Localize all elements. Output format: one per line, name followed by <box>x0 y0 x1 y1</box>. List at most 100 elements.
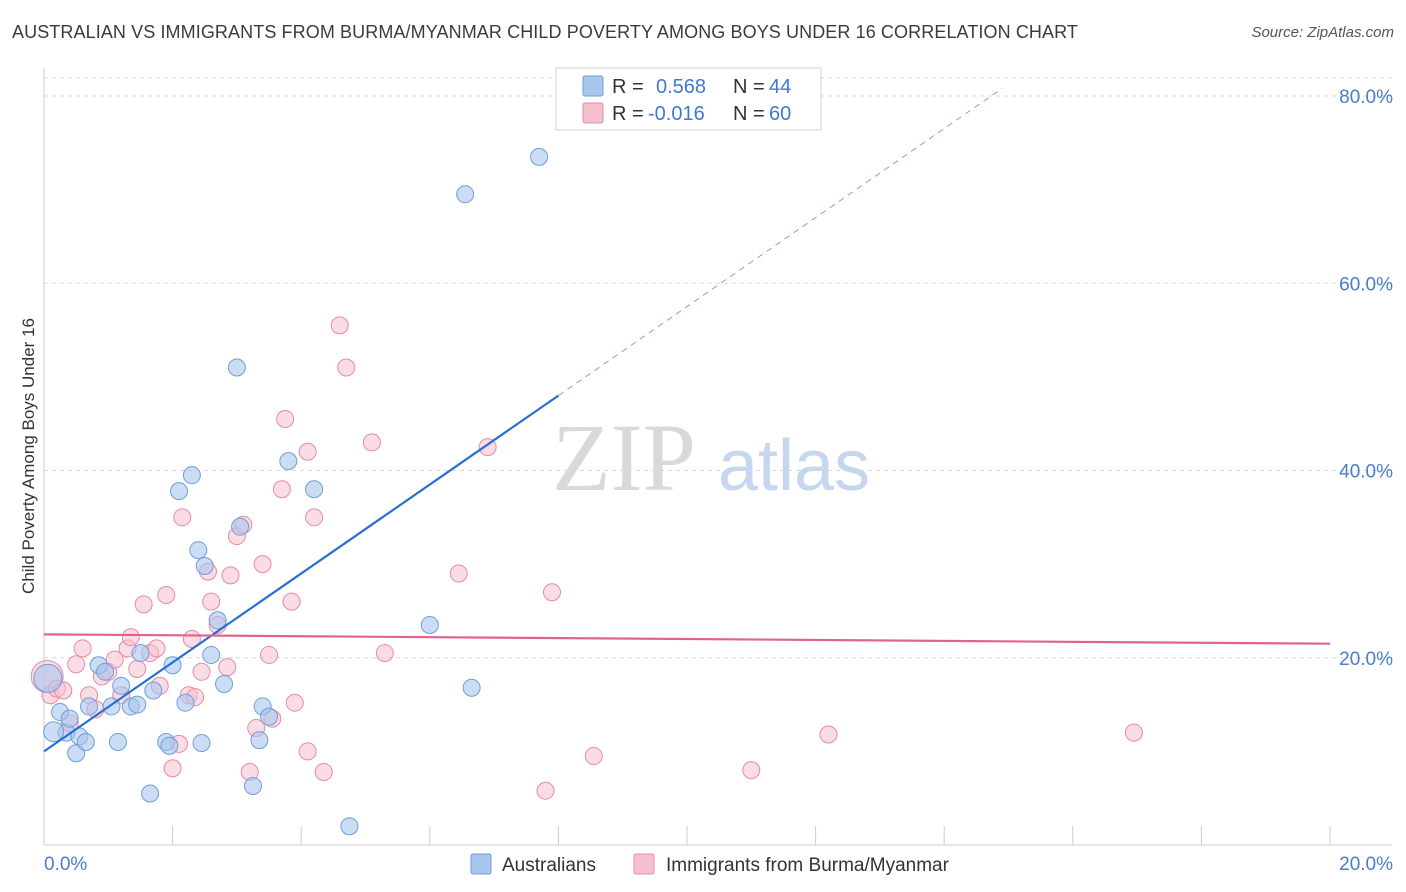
immigrants-point <box>173 508 192 527</box>
legend-swatch-australians <box>582 75 604 97</box>
immigrants-point <box>282 592 301 611</box>
australians-point <box>305 480 324 499</box>
chart-title: AUSTRALIAN VS IMMIGRANTS FROM BURMA/MYAN… <box>12 22 1078 42</box>
legend-swatch-immigrants-bottom <box>633 853 655 875</box>
australians-point <box>96 662 115 681</box>
immigrants-point <box>536 781 555 800</box>
australians-point <box>456 185 475 204</box>
legend-r-label-immigrants: R = <box>612 103 644 125</box>
australians-trendline <box>43 394 560 753</box>
y-tick-labels: 20.0% 40.0% 60.0% 80.0% <box>1339 87 1393 670</box>
legend-n-value-immigrants: 60 <box>769 103 791 125</box>
watermark: ZIP atlas <box>552 404 870 511</box>
australians-point <box>80 697 99 716</box>
axes <box>43 68 1392 846</box>
immigrants-point <box>221 566 240 585</box>
immigrants-point <box>192 662 211 681</box>
australians-point <box>192 733 211 752</box>
australians-point <box>131 644 150 663</box>
legend-n-value-australians: 44 <box>769 76 791 98</box>
australians-point <box>189 541 208 560</box>
australians-point <box>108 733 127 752</box>
immigrants-point <box>218 658 237 677</box>
australians-point <box>33 663 63 693</box>
immigrants-point <box>202 592 221 611</box>
australians-point <box>60 709 79 728</box>
immigrants-point <box>163 759 182 778</box>
source-label: Source: ZipAtlas.com <box>1251 24 1394 41</box>
australians-point <box>250 731 269 750</box>
immigrants-point <box>742 761 761 780</box>
australians-point <box>128 695 147 714</box>
australians-point <box>530 147 549 166</box>
immigrants-point <box>147 639 166 658</box>
legend-swatch-immigrants <box>582 102 604 124</box>
immigrants-point <box>285 693 304 712</box>
immigrants-point <box>305 508 324 527</box>
australians-point <box>208 611 227 630</box>
immigrants-trendline <box>43 633 1331 645</box>
immigrants-point <box>375 644 394 663</box>
immigrants-point <box>73 639 92 658</box>
immigrants-point <box>330 316 349 335</box>
australians-point <box>76 733 95 752</box>
immigrants-point <box>276 410 295 429</box>
watermark-atlas: atlas <box>718 426 870 506</box>
australians-point <box>176 693 195 712</box>
y-tick-label: 80.0% <box>1339 87 1393 108</box>
australians-point <box>227 358 246 377</box>
australians-point <box>163 656 182 675</box>
immigrants-point <box>260 645 279 664</box>
y-tick-label: 40.0% <box>1339 462 1393 483</box>
australians-point <box>243 777 262 796</box>
australians-point <box>160 736 179 755</box>
australians-point <box>340 817 359 836</box>
australians-point <box>202 645 221 664</box>
immigrants-point <box>298 442 317 461</box>
immigrants-point <box>121 628 140 647</box>
immigrants-point <box>584 747 603 766</box>
immigrants-point <box>157 586 176 605</box>
immigrants-point <box>272 480 291 499</box>
immigrants-point <box>298 742 317 761</box>
australians-point <box>112 676 131 695</box>
stats-legend: R = 0.568 N = 44 R = -0.016 N = 60 <box>555 67 822 131</box>
trendlines <box>43 88 1331 753</box>
australians-point <box>43 721 65 743</box>
immigrants-point <box>253 555 272 574</box>
immigrants-point <box>67 655 86 674</box>
immigrants-point <box>337 358 356 377</box>
australians-point <box>144 681 163 700</box>
immigrants-point <box>314 762 333 781</box>
immigrants-point <box>542 583 561 602</box>
legend-r-value-immigrants: -0.016 <box>648 103 705 125</box>
y-axis-label: Child Poverty Among Boys Under 16 <box>19 318 38 594</box>
immigrants-point <box>105 650 124 669</box>
australians-point <box>260 707 279 726</box>
immigrants-point <box>128 659 147 678</box>
legend-label-immigrants: Immigrants from Burma/Myanmar <box>666 855 950 876</box>
immigrants-point <box>362 433 381 452</box>
series-legend: Australians Immigrants from Burma/Myanma… <box>470 853 950 876</box>
australians-point <box>170 482 189 501</box>
watermark-zip: ZIP <box>552 404 696 511</box>
australians-point <box>182 466 201 485</box>
australians-point <box>195 556 214 575</box>
australians-point <box>231 517 250 536</box>
immigrants-point <box>134 595 153 614</box>
x-tick-label: 20.0% <box>1339 854 1393 875</box>
australians-point <box>141 784 160 803</box>
immigrants-point <box>819 725 838 744</box>
y-tick-label: 60.0% <box>1339 274 1393 295</box>
australians-point <box>420 615 439 634</box>
australians-point <box>462 678 481 697</box>
y-tick-label: 20.0% <box>1339 649 1393 670</box>
legend-label-australians: Australians <box>502 855 596 876</box>
legend-swatch-australians-bottom <box>470 853 492 875</box>
legend-r-label-australians: R = <box>612 76 644 98</box>
immigrants-point <box>1124 723 1143 742</box>
immigrants-point <box>449 564 468 583</box>
x-tick-label: 0.0% <box>44 854 87 875</box>
x-tick-labels: 0.0% 20.0% <box>44 854 1393 875</box>
